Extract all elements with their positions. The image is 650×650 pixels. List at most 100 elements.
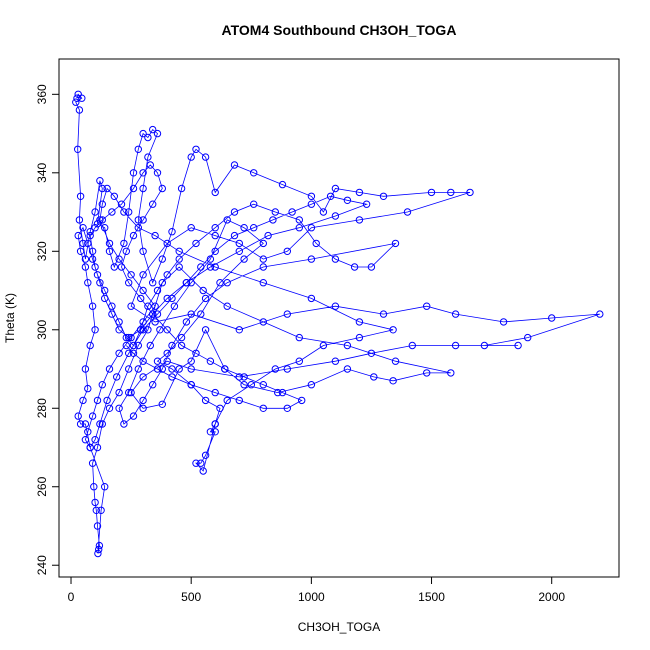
data-point [127,333,135,342]
data-point [117,263,126,271]
data-point [307,255,316,263]
data-point [187,279,195,287]
data-point [144,326,152,334]
data-point [88,302,97,310]
data-point [94,549,102,558]
data-point [91,498,99,507]
data-point [211,224,219,232]
y-tick-label: 320 [35,241,49,261]
data-point [283,247,291,256]
data-point [76,192,85,201]
data-point [211,420,219,428]
data-point [235,326,244,334]
data-point [153,129,162,138]
data-point [129,412,138,420]
data-point [158,279,167,287]
plot-layer [72,90,604,558]
data-point [307,200,316,208]
data-point [98,184,107,193]
data-point [192,145,200,154]
data-point [115,326,123,334]
y-axis: 240 260 280 300 320 340 360 [35,84,59,575]
data-point [223,279,231,287]
y-tick-label: 300 [35,319,49,339]
data-point [75,106,84,114]
data-point [259,255,267,263]
data-point [139,169,147,177]
data-point [362,200,371,208]
data-point [259,279,267,287]
data-point [96,177,104,185]
data-point [187,381,195,389]
x-tick-label: 0 [68,590,75,604]
data-point [259,404,267,412]
data-point [278,388,287,397]
data-point [108,310,116,318]
data-point [139,373,147,381]
data-point [259,381,267,389]
data-point [97,506,105,514]
data-point [235,247,244,256]
data-point [240,373,248,381]
data-point [137,294,145,303]
data-point [211,247,219,256]
data-point [86,228,94,236]
data-point [367,349,376,357]
data-point [197,310,205,318]
data-point [427,188,436,197]
data-point [98,420,107,428]
data-point [91,224,99,232]
data-point [201,326,210,334]
data-point [110,263,119,271]
data-point [230,161,239,169]
data-point [175,247,183,256]
data-point [240,255,248,263]
data-point [192,239,200,248]
data-point [156,326,164,334]
data-point [134,365,143,373]
data-point [117,200,126,208]
data-point [88,459,97,467]
data-point [168,294,176,303]
data-point [153,365,162,373]
data-point [187,357,195,365]
data-point [206,428,215,436]
data-point [343,341,352,350]
data-point [122,333,131,342]
data-point [84,279,92,287]
data-point [177,333,186,342]
data-point [129,231,138,240]
data-point [240,381,248,389]
data-point [307,192,316,201]
data-point [139,129,147,138]
data-point [79,224,87,232]
data-point [105,247,114,256]
data-point [75,216,84,224]
data-point [163,357,171,365]
data-point [101,224,109,232]
data-point [223,216,231,224]
data-point [274,388,282,397]
data-point [151,318,159,326]
data-point [105,365,114,373]
data-point [153,357,162,365]
data-point [91,263,99,271]
x-tick-label: 1000 [298,590,325,604]
data-point [250,224,258,232]
data-point [447,369,455,377]
x-tick-label: 2000 [538,590,565,604]
data-point [74,412,82,420]
data-point [127,388,135,397]
data-point [367,263,376,271]
data-point [163,294,171,303]
data-point [149,200,157,208]
data-point [423,369,431,377]
data-point [139,184,147,193]
data-point [163,239,171,248]
data-point [596,310,604,318]
data-point [319,341,328,350]
data-point [295,357,303,365]
data-point [247,381,256,389]
data-point [105,239,114,248]
data-point [240,224,248,232]
